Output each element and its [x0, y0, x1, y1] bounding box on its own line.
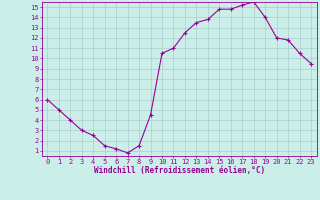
X-axis label: Windchill (Refroidissement éolien,°C): Windchill (Refroidissement éolien,°C) [94, 166, 265, 175]
